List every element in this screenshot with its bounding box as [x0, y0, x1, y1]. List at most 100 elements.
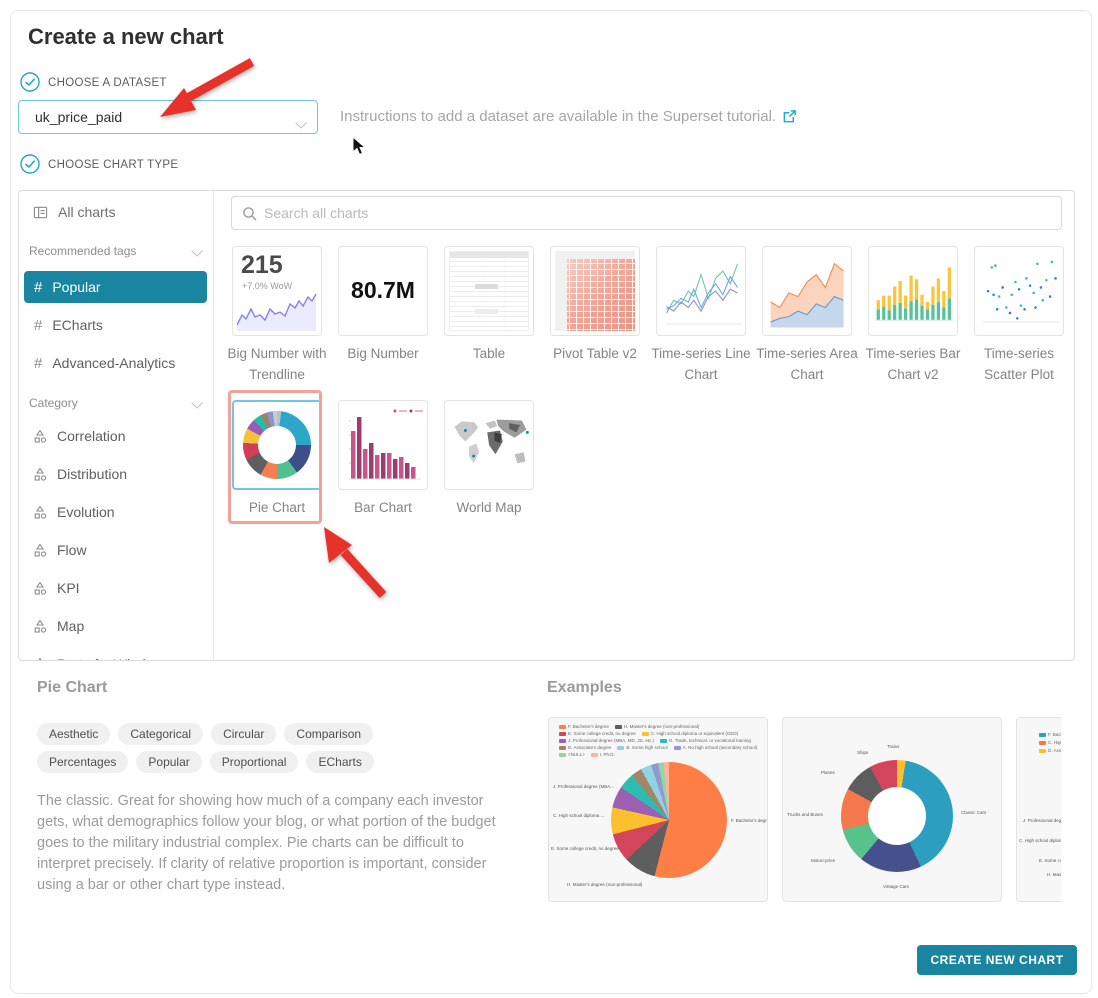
chart-card-label: Pie Chart — [248, 499, 306, 515]
example-pie-legend: F. Bachelor's degree H. Master's degree … — [559, 724, 764, 757]
chart-card-world-map[interactable] — [444, 399, 534, 490]
map-label: Map — [57, 618, 85, 634]
chart-card-ts-line[interactable] — [656, 246, 746, 336]
sidebar-item-correlation[interactable]: Correlation — [19, 417, 213, 455]
dataset-instructions: Instructions to add a dataset are availa… — [340, 108, 797, 125]
sidebar-item-map[interactable]: Map — [19, 607, 213, 645]
sidebar-item-advanced-analytics[interactable]: # Advanced-Analytics — [24, 347, 207, 379]
chart-card-table[interactable] — [444, 246, 534, 336]
world-map-preview — [454, 419, 529, 464]
dataset-instructions-text: Instructions to add a dataset are availa… — [340, 108, 777, 125]
chart-card-big-number[interactable]: 80.7M — [338, 246, 428, 336]
chart-card-label: Big Number — [347, 346, 419, 361]
mouse-cursor — [352, 136, 367, 156]
tag-pill: ECharts — [306, 751, 374, 773]
chevron-down-icon — [295, 114, 307, 130]
tag-pill: Percentages — [37, 751, 129, 773]
hash-icon: # — [34, 316, 43, 334]
big-number-value: 80.7M — [351, 277, 415, 303]
chart-card-ts-area[interactable] — [762, 246, 852, 336]
examples-title: Examples — [547, 679, 622, 696]
sidebar-item-part-of-a-whole[interactable]: Part of a Whole — [19, 645, 213, 660]
page-title: Create a new chart — [28, 24, 224, 49]
all-charts-label: All charts — [58, 204, 116, 220]
example-donut-card: Trains Ships Planes Trucks and Buses Mot… — [782, 717, 1002, 902]
sidebar-item-evolution[interactable]: Evolution — [19, 493, 213, 531]
tag-pill: Comparison — [284, 723, 374, 745]
sidebar-item-popular[interactable]: # Popular — [24, 271, 207, 303]
evolution-label: Evolution — [57, 504, 115, 520]
chart-card-ts-scatter[interactable] — [974, 246, 1064, 336]
echarts-label: ECharts — [52, 317, 103, 333]
tag-pill: Categorical — [118, 723, 204, 745]
chart-card-bar[interactable] — [338, 399, 428, 490]
sidebar-section-category[interactable]: Category — [19, 389, 213, 417]
scatter-plot-preview — [982, 260, 1060, 323]
check-circle-icon — [20, 154, 40, 174]
sidebar-item-flow[interactable]: Flow — [19, 531, 213, 569]
category-icon — [34, 543, 47, 557]
chart-card-label: Big Number with Trendline — [227, 346, 327, 382]
flow-label: Flow — [57, 542, 87, 558]
choose-dataset-label: CHOOSE A DATASET — [48, 77, 167, 89]
tag-pill: Circular — [211, 723, 277, 745]
chart-card-label: Table — [472, 346, 506, 361]
chart-card-label: Time-series Scatter Plot — [983, 346, 1054, 382]
create-new-chart-button[interactable]: CREATE NEW CHART — [917, 945, 1077, 975]
category-icon — [34, 467, 47, 481]
distribution-label: Distribution — [57, 466, 128, 482]
search-icon — [243, 207, 257, 221]
check-circle-icon — [20, 72, 40, 92]
category-icon — [34, 619, 47, 633]
chart-search — [231, 196, 1062, 230]
sidebar-item-distribution[interactable]: Distribution — [19, 455, 213, 493]
gallery-icon — [33, 206, 48, 218]
search-input[interactable] — [264, 205, 1022, 221]
chevron-down-icon[interactable] — [191, 397, 203, 409]
details-description: The classic. Great for showing how much … — [37, 793, 496, 893]
chevron-down-icon[interactable] — [191, 245, 203, 257]
external-link-icon[interactable] — [782, 109, 797, 124]
table-preview — [449, 251, 529, 331]
correlation-label: Correlation — [57, 428, 126, 444]
category-icon — [34, 581, 47, 595]
chart-type-gallery: 215 +7.0% WoW Big Number with Trendline … — [215, 191, 1074, 660]
details-title: Pie Chart — [37, 679, 108, 696]
chart-type-panel: All charts Recommended tags # Popular # … — [18, 190, 1075, 661]
sidebar-item-all-charts[interactable]: All charts — [19, 197, 213, 227]
details-tags: Aesthetic Categorical Circular Compariso… — [37, 723, 517, 773]
chart-card-label: Pivot Table v2 — [553, 346, 637, 361]
chart-card-label: Time-series Line Chart — [651, 346, 751, 382]
pie-hole — [258, 425, 296, 464]
bar-chart-preview — [349, 409, 423, 480]
chart-card-ts-bar[interactable] — [868, 246, 958, 336]
category-icon — [34, 429, 47, 443]
example-pie-chart — [611, 762, 727, 878]
kpi-label: KPI — [57, 580, 80, 596]
tag-pill: Popular — [136, 751, 202, 773]
chart-card-pie[interactable] — [232, 399, 322, 490]
chart-card-big-number-trendline[interactable]: 215 +7.0% WoW — [232, 246, 322, 336]
line-chart-preview — [665, 263, 742, 325]
chart-details: Pie Chart Aesthetic Categorical Circular… — [37, 679, 517, 896]
sidebar-item-echarts[interactable]: # ECharts — [24, 309, 207, 341]
dataset-select[interactable]: uk_price_paid — [18, 100, 318, 134]
chart-card-label: Time-series Area Chart — [756, 346, 858, 382]
pie-chart-preview — [243, 410, 311, 479]
big-number-value: 215 — [241, 251, 283, 279]
sidebar-section-recommended-tags[interactable]: Recommended tags — [19, 237, 213, 265]
part-of-a-whole-label: Part of a Whole — [57, 656, 154, 660]
gallery-row-2: Pie Chart — [215, 399, 1074, 519]
dataset-select-value: uk_price_paid — [35, 109, 123, 125]
recommended-tags-label: Recommended tags — [29, 244, 137, 258]
chart-card-pivot-table[interactable] — [550, 246, 640, 336]
example-pie3-legend: F. Bachelor's degre C. High school diplo… — [1039, 732, 1061, 753]
example-pie-card-clipped: F. Bachelor's degre C. High school diplo… — [1016, 717, 1061, 902]
category-icon — [38, 657, 42, 660]
bar-chart-v2-preview — [874, 267, 954, 321]
trendline-preview — [237, 293, 317, 331]
sidebar-item-kpi[interactable]: KPI — [19, 569, 213, 607]
example-donut-chart — [841, 760, 953, 872]
tag-pill: Proportional — [209, 751, 299, 773]
example-pie-card: F. Bachelor's degree H. Master's degree … — [548, 717, 768, 902]
